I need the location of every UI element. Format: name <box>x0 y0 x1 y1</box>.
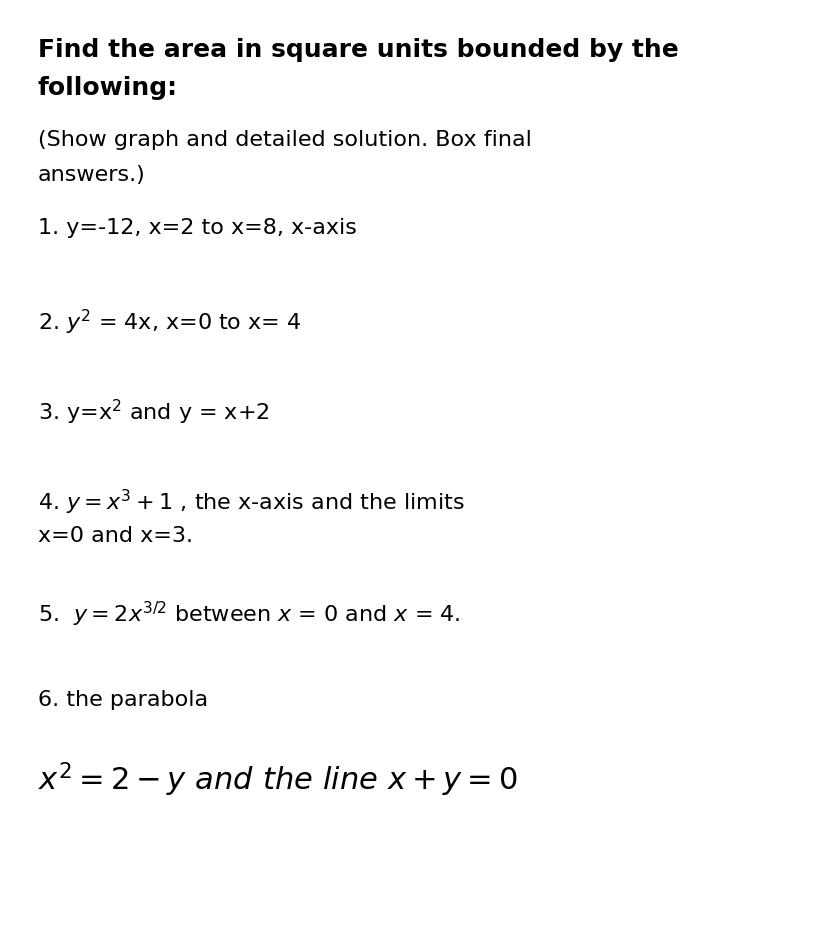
Text: x=0 and x=3.: x=0 and x=3. <box>38 526 193 546</box>
Text: Find the area in square units bounded by the: Find the area in square units bounded by… <box>38 38 679 62</box>
Text: 6. the parabola: 6. the parabola <box>38 690 209 710</box>
Text: 2. $y^2$ = 4x, x=0 to x= 4: 2. $y^2$ = 4x, x=0 to x= 4 <box>38 308 301 337</box>
Text: 5.  $y = 2x^{3/2}$ between $x$ = 0 and $x$ = 4.: 5. $y = 2x^{3/2}$ between $x$ = 0 and $x… <box>38 600 460 629</box>
Text: 4. $y = x^3 + 1$ , the x-axis and the limits: 4. $y = x^3 + 1$ , the x-axis and the li… <box>38 488 465 518</box>
Text: answers.): answers.) <box>38 165 146 185</box>
Text: $x^2 = 2 - y\ \mathit{and\ the\ line}\ x + y = 0$: $x^2 = 2 - y\ \mathit{and\ the\ line}\ x… <box>38 760 517 798</box>
Text: following:: following: <box>38 76 178 100</box>
Text: (Show graph and detailed solution. Box final: (Show graph and detailed solution. Box f… <box>38 130 532 150</box>
Text: 3. y=x$^2$ and y = x+2: 3. y=x$^2$ and y = x+2 <box>38 398 269 428</box>
Text: 1. y=-12, x=2 to x=8, x-axis: 1. y=-12, x=2 to x=8, x-axis <box>38 218 357 238</box>
